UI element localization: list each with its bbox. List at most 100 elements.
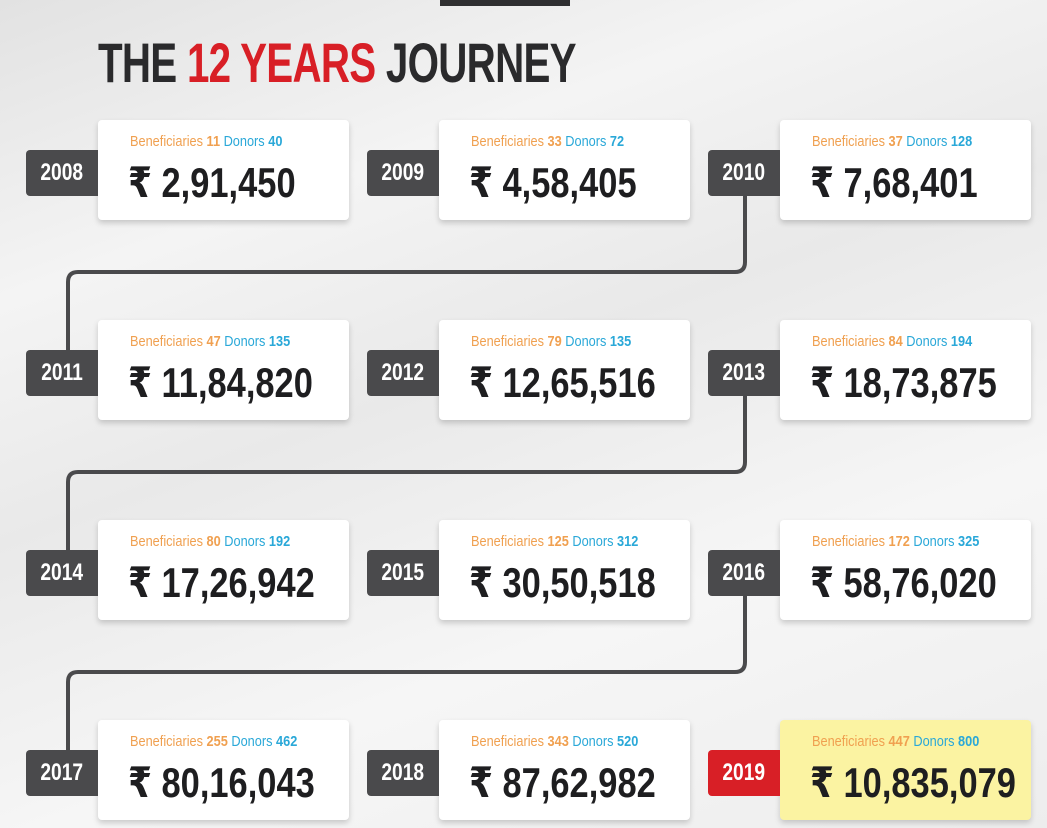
beneficiaries: Beneficiaries 47 — [130, 333, 221, 350]
beneficiaries-count: 33 — [547, 133, 562, 150]
donors-count: 462 — [276, 733, 298, 750]
year: 2012 — [381, 359, 425, 386]
beneficiaries-count: 47 — [206, 333, 221, 350]
amount: ₹ 10,835,079 — [810, 759, 1016, 806]
card: Beneficiaries 255 Donors 462 ₹ 80,16,043 — [98, 720, 349, 820]
donors-count: 135 — [268, 333, 291, 350]
beneficiaries-label: Beneficiaries — [812, 533, 886, 550]
beneficiaries: Beneficiaries 172 — [812, 533, 910, 550]
beneficiaries-label: Beneficiaries — [130, 133, 204, 150]
donors-count: 192 — [268, 533, 291, 550]
title-highlight: 12 YEARS — [186, 31, 376, 94]
donors: Donors 72 — [565, 133, 624, 150]
beneficiaries-count: 447 — [888, 733, 910, 750]
donors: Donors 135 — [224, 333, 290, 350]
year: 2014 — [40, 559, 84, 586]
donors-label: Donors — [565, 133, 607, 150]
beneficiaries-label: Beneficiaries — [471, 133, 545, 150]
title: THE 12 YEARS JOURNEY — [98, 30, 577, 95]
year: 2010 — [722, 159, 766, 186]
beneficiaries-count: 255 — [206, 733, 228, 750]
card: Beneficiaries 125 Donors 312 ₹ 30,50,518 — [439, 520, 690, 620]
donors-label: Donors — [572, 533, 614, 550]
amount: ₹ 87,62,982 — [469, 759, 656, 806]
amount: ₹ 12,65,516 — [469, 359, 656, 406]
year-tag: 2010 — [708, 150, 780, 196]
beneficiaries-label: Beneficiaries — [130, 333, 204, 350]
year: 2017 — [40, 759, 84, 786]
year-tag: 2013 — [708, 350, 780, 396]
beneficiaries: Beneficiaries 125 — [471, 533, 569, 550]
donors: Donors 800 — [913, 733, 979, 750]
amount: ₹ 30,50,518 — [469, 559, 656, 606]
beneficiaries-count: 11 — [206, 133, 221, 150]
donors-label: Donors — [572, 733, 614, 750]
stats: Beneficiaries 37 Donors 128 — [812, 133, 972, 150]
year-tag: 2012 — [367, 350, 439, 396]
connector — [66, 396, 747, 552]
donors-count: 135 — [609, 333, 632, 350]
beneficiaries: Beneficiaries 80 — [130, 533, 221, 550]
donors-label: Donors — [224, 333, 266, 350]
year: 2016 — [722, 559, 766, 586]
donors-count: 194 — [950, 333, 973, 350]
donors-count: 72 — [609, 133, 625, 150]
stats: Beneficiaries 80 Donors 192 — [130, 533, 290, 550]
donors-count: 325 — [958, 533, 980, 550]
stats: Beneficiaries 447 Donors 800 — [812, 733, 979, 750]
donors: Donors 325 — [913, 533, 979, 550]
amount: ₹ 11,84,820 — [128, 359, 313, 406]
card: Beneficiaries 84 Donors 194 ₹ 18,73,875 — [780, 320, 1031, 420]
beneficiaries: Beneficiaries 84 — [812, 333, 903, 350]
card: Beneficiaries 447 Donors 800 ₹ 10,835,079 — [780, 720, 1031, 820]
year: 2013 — [722, 359, 766, 386]
beneficiaries-count: 84 — [888, 333, 903, 350]
beneficiaries-count: 79 — [547, 333, 562, 350]
year-tag: 2016 — [708, 550, 780, 596]
stats: Beneficiaries 343 Donors 520 — [471, 733, 638, 750]
amount: ₹ 2,91,450 — [128, 159, 296, 206]
card: Beneficiaries 11 Donors 40 ₹ 2,91,450 — [98, 120, 349, 220]
donors: Donors 135 — [565, 333, 631, 350]
stats: Beneficiaries 84 Donors 194 — [812, 333, 972, 350]
amount: ₹ 7,68,401 — [810, 159, 978, 206]
stats: Beneficiaries 33 Donors 72 — [471, 133, 624, 150]
beneficiaries-label: Beneficiaries — [471, 333, 545, 350]
stats: Beneficiaries 11 Donors 40 — [130, 133, 282, 150]
amount: ₹ 80,16,043 — [128, 759, 315, 806]
donors: Donors 40 — [224, 133, 283, 150]
year: 2011 — [41, 359, 83, 386]
beneficiaries-label: Beneficiaries — [812, 333, 886, 350]
donors: Donors 312 — [572, 533, 638, 550]
beneficiaries-count: 80 — [206, 533, 221, 550]
year: 2008 — [40, 159, 84, 186]
connector — [66, 596, 747, 752]
donors-label: Donors — [913, 733, 955, 750]
card: Beneficiaries 33 Donors 72 ₹ 4,58,405 — [439, 120, 690, 220]
beneficiaries-label: Beneficiaries — [471, 733, 545, 750]
beneficiaries-count: 172 — [888, 533, 910, 550]
donors: Donors 128 — [906, 133, 972, 150]
beneficiaries-count: 343 — [547, 733, 569, 750]
amount: ₹ 4,58,405 — [469, 159, 637, 206]
card: Beneficiaries 172 Donors 325 ₹ 58,76,020 — [780, 520, 1031, 620]
year-tag: 2015 — [367, 550, 439, 596]
donors: Donors 462 — [231, 733, 297, 750]
beneficiaries: Beneficiaries 37 — [812, 133, 903, 150]
year-tag: 2009 — [367, 150, 439, 196]
year: 2015 — [381, 559, 425, 586]
donors-count: 128 — [950, 133, 973, 150]
year: 2009 — [381, 159, 425, 186]
donors: Donors 192 — [224, 533, 290, 550]
year: 2019 — [722, 759, 766, 786]
beneficiaries-label: Beneficiaries — [130, 733, 204, 750]
beneficiaries: Beneficiaries 343 — [471, 733, 569, 750]
beneficiaries-label: Beneficiaries — [471, 533, 545, 550]
beneficiaries-label: Beneficiaries — [812, 733, 886, 750]
year-tag: 2017 — [26, 750, 98, 796]
donors-label: Donors — [913, 533, 955, 550]
title-part: THE — [98, 31, 177, 94]
beneficiaries-count: 125 — [547, 533, 569, 550]
beneficiaries: Beneficiaries 255 — [130, 733, 228, 750]
